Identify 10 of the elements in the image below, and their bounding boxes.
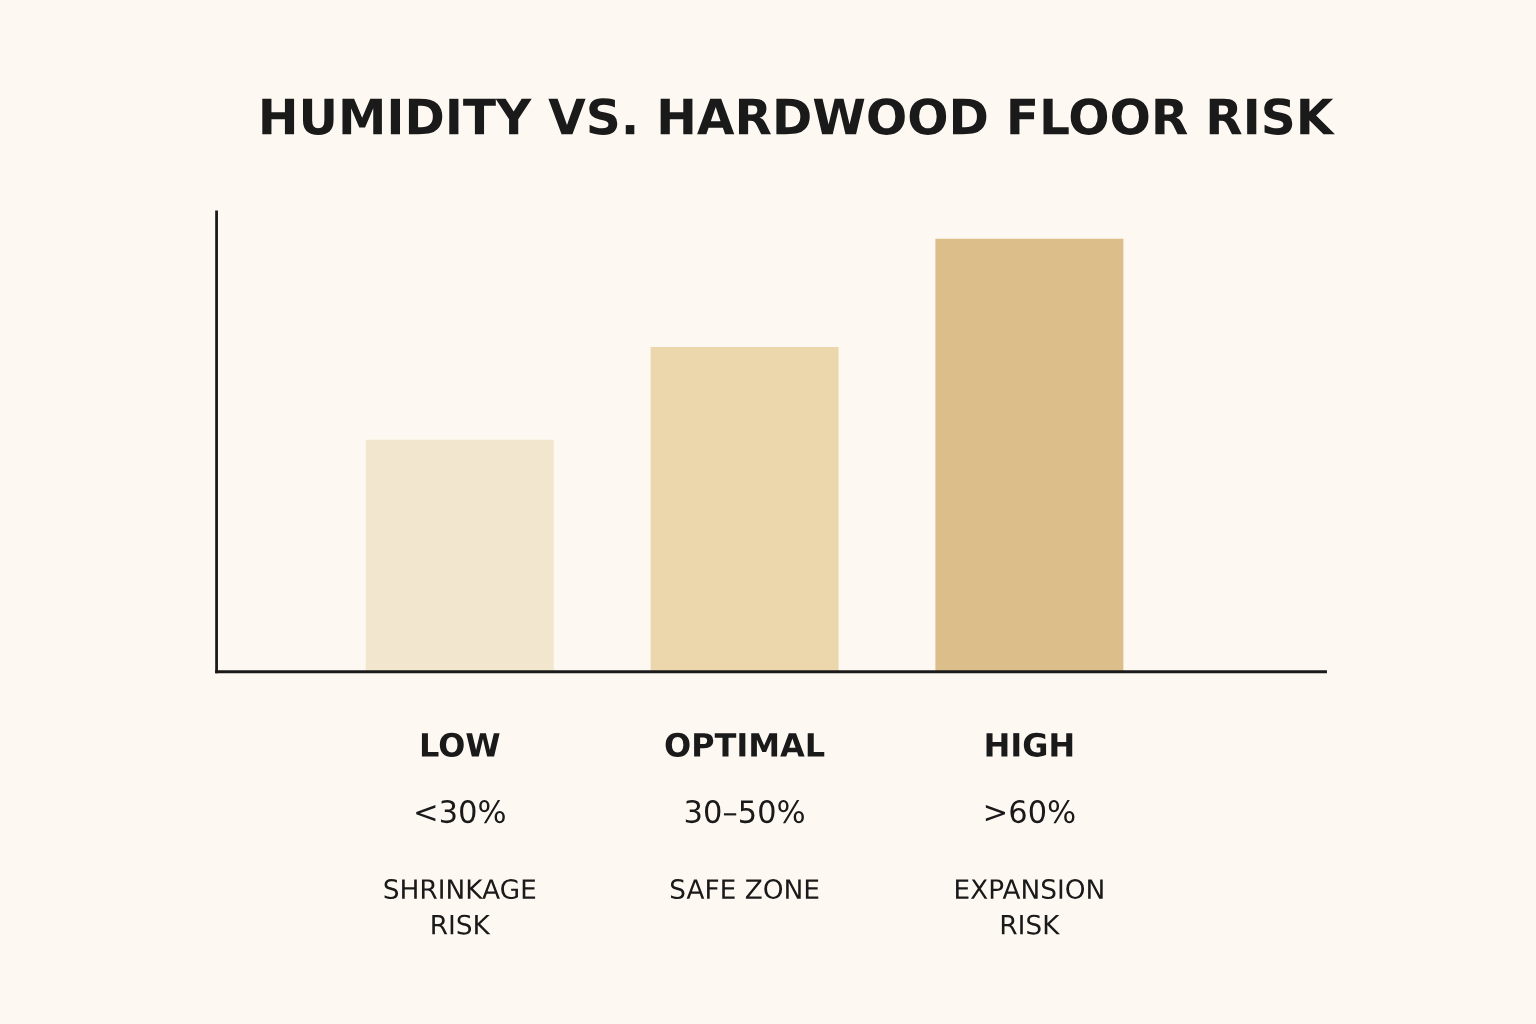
x-tick-label: LOW	[421, 732, 500, 757]
text: SAFE ZONE	[670, 879, 819, 900]
text: SHRINKAGE RISK	[384, 879, 536, 935]
text: <30%	[416, 800, 505, 824]
x-tick-label: OPTIMAL	[665, 732, 825, 757]
text: 30–50%	[685, 800, 804, 824]
text: EXPANSION RISK	[956, 879, 1103, 935]
chart-title: HUMIDITY VS. HARDWOOD FLOOR RISK	[262, 98, 1335, 135]
text: >60%	[985, 800, 1075, 824]
x-tick-label: HIGH	[986, 732, 1073, 757]
